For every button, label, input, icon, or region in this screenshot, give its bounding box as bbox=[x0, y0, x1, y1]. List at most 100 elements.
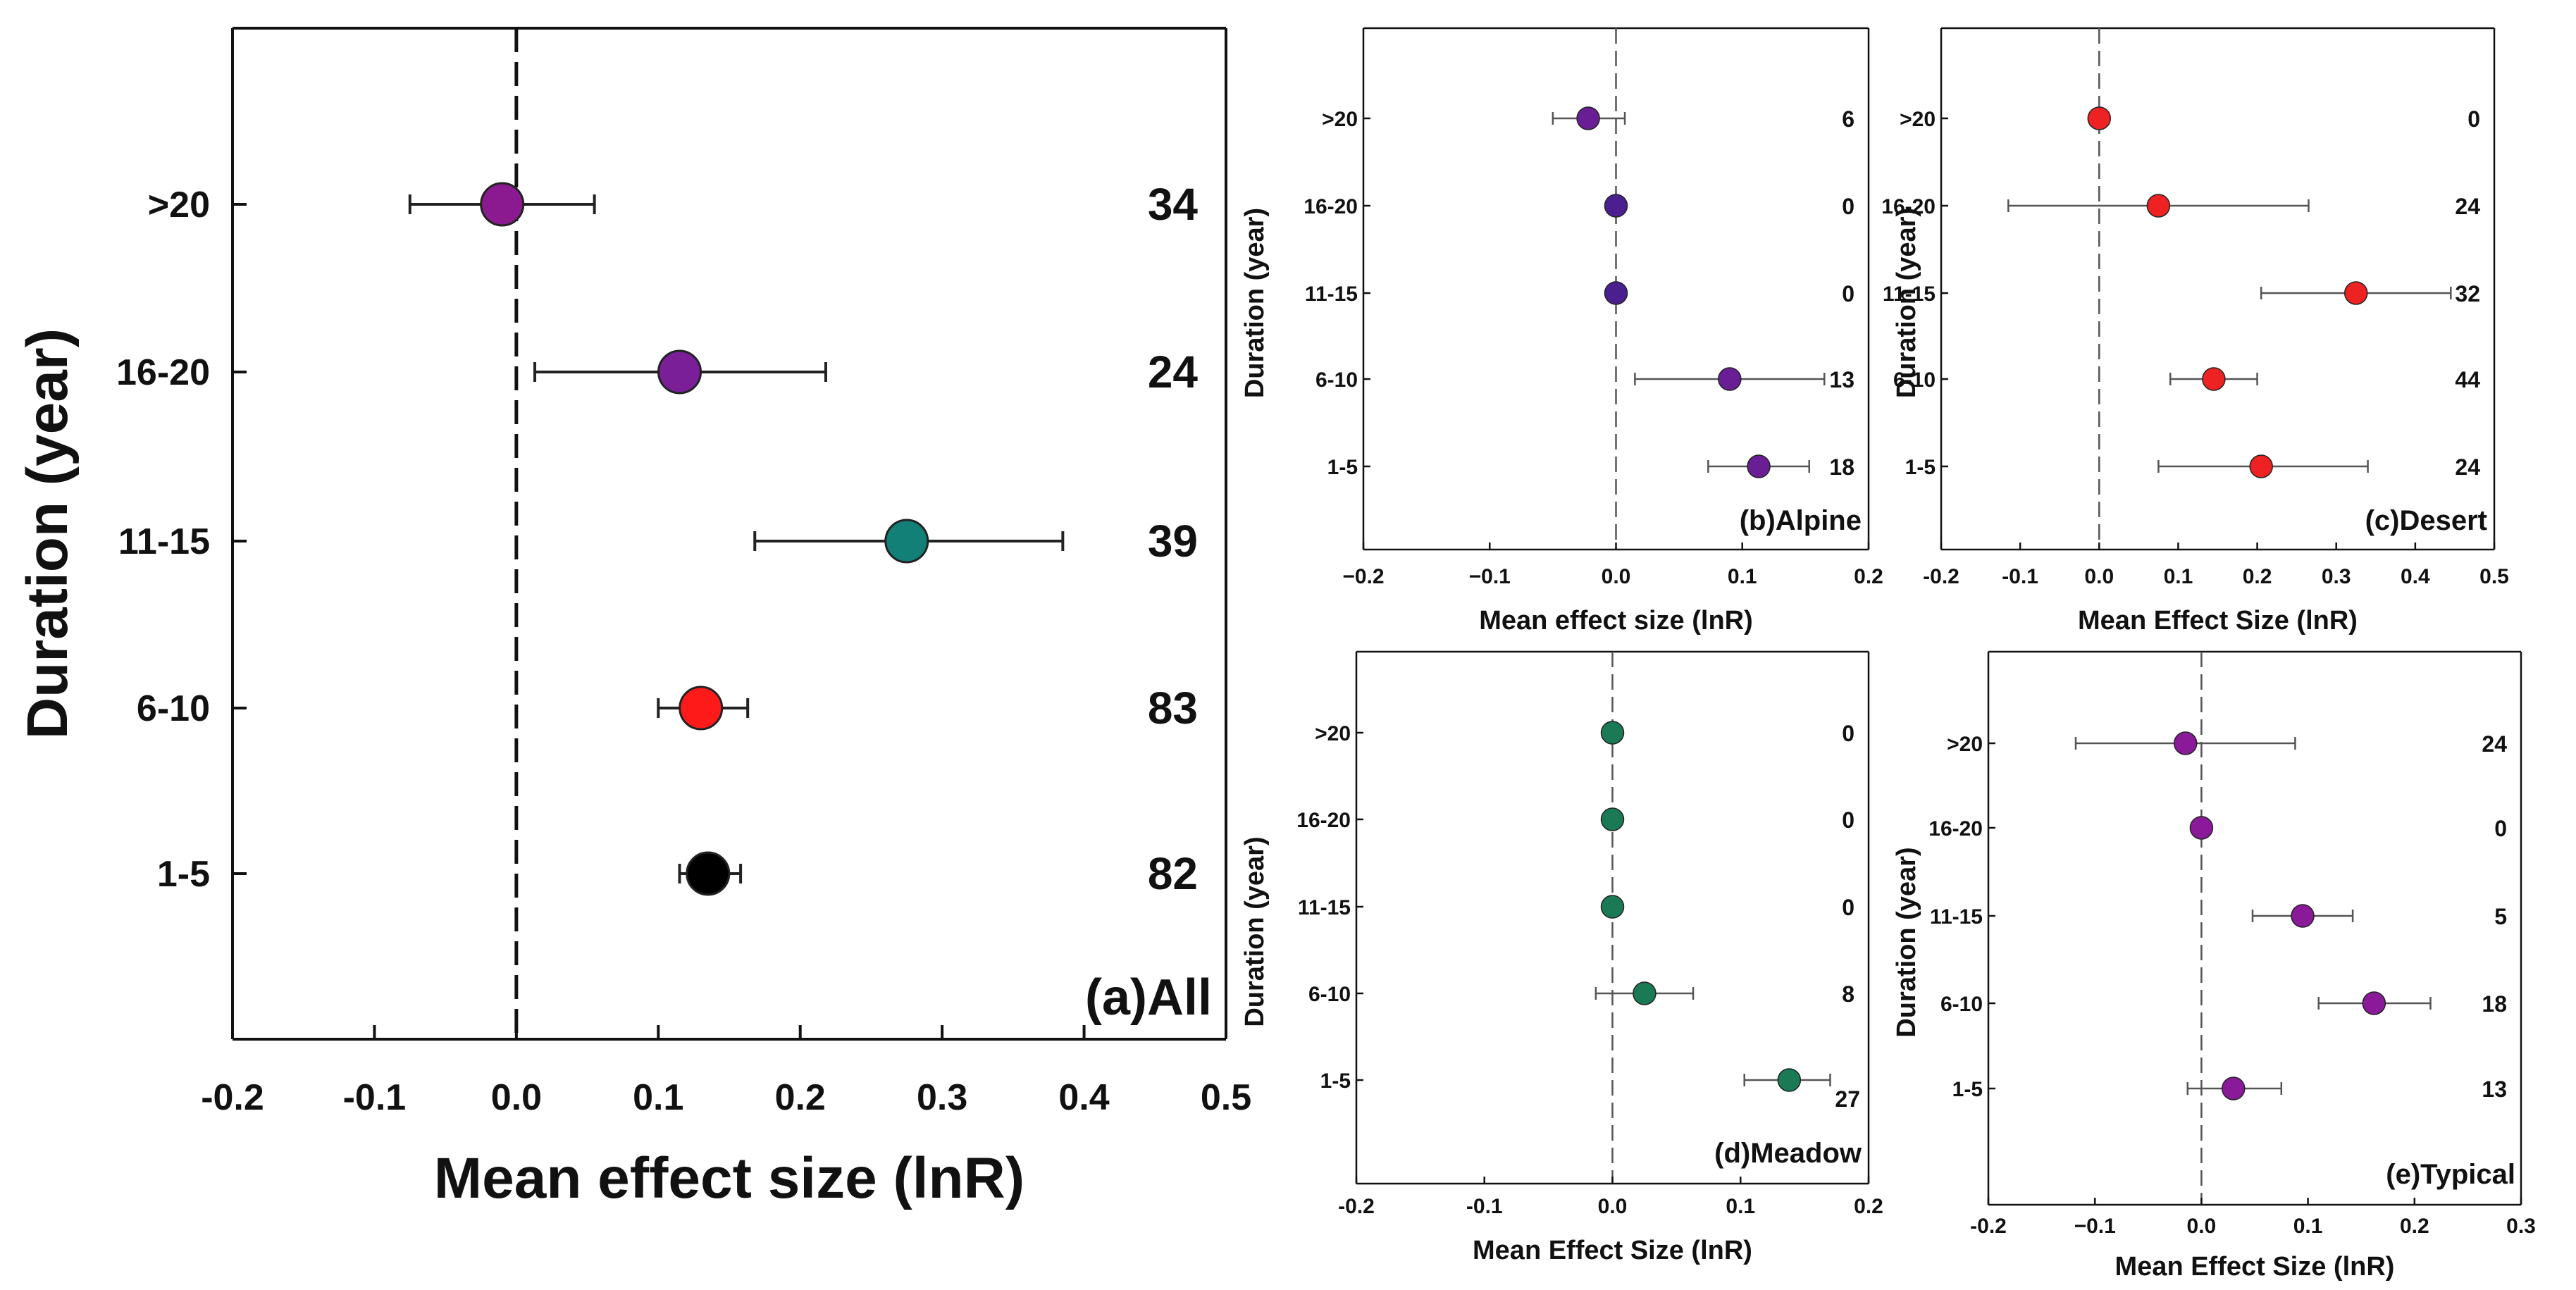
category-label: >20 bbox=[1315, 722, 1351, 745]
category-label: 6-10 bbox=[1308, 983, 1351, 1006]
x-tick-label: -0.2 bbox=[201, 1077, 264, 1118]
sample-size-label: 82 bbox=[1148, 848, 1198, 899]
x-tick-label: 0.0 bbox=[1598, 1195, 1628, 1218]
panel-a: -0.2 -0.1 0.0 0.1 0.2 0.3 0.4 0.5 Mean effect si… bbox=[16, 27, 1251, 1210]
mean-point bbox=[480, 182, 525, 227]
mean-point bbox=[1600, 895, 1625, 919]
mean-point bbox=[1747, 454, 1771, 478]
sample-size-label: 27 bbox=[1835, 1086, 1860, 1112]
mean-point bbox=[1576, 106, 1600, 130]
category-label: 6-10 bbox=[1940, 993, 1983, 1016]
sample-size-label: 0 bbox=[1842, 721, 1854, 746]
x-tick-label: 0.2 bbox=[2400, 1215, 2429, 1238]
panel-e: -0.2 −0.1 0.0 0.1 0.2 0.3 Mean Effect Size (ln… bbox=[1892, 650, 2536, 1282]
mean-point bbox=[1600, 807, 1625, 831]
x-tick-label: 0.5 bbox=[1201, 1077, 1251, 1118]
sample-size-label: 39 bbox=[1148, 516, 1198, 566]
mean-point bbox=[2087, 106, 2112, 130]
category-label: 16-20 bbox=[1304, 195, 1358, 218]
x-tick-label: 0.0 bbox=[2187, 1215, 2217, 1238]
sample-size-label: 24 bbox=[2455, 194, 2480, 219]
category-label: >20 bbox=[1947, 733, 1983, 756]
mean-point bbox=[1777, 1068, 1802, 1092]
category-label: 6-10 bbox=[1315, 368, 1358, 392]
category-label: 11-15 bbox=[1883, 283, 1936, 306]
x-tick-label: 0.2 bbox=[2243, 565, 2272, 588]
panel-c: -0.2 -0.1 0.0 0.1 0.2 0.3 0.4 0.5 Mean Effect Si… bbox=[1881, 27, 2509, 635]
x-tick-label: -0.2 bbox=[1970, 1215, 2007, 1238]
y-axis-title: Duration (year) bbox=[16, 328, 80, 739]
panel-label: (d)Meadow bbox=[1714, 1138, 1862, 1169]
sample-size-label: 8 bbox=[1842, 981, 1854, 1007]
x-axis-title: Mean Effect Size (lnR) bbox=[2078, 606, 2358, 635]
category-label: 16-20 bbox=[1928, 817, 1983, 841]
sample-size-label: 18 bbox=[1829, 454, 1854, 480]
y-axis-title: Duration (year) bbox=[1240, 836, 1270, 1027]
category-label: 11-15 bbox=[1930, 905, 1983, 929]
panel-label: (b)Alpine bbox=[1740, 505, 1862, 536]
x-tick-label: 0.3 bbox=[2506, 1215, 2536, 1238]
x-tick-label: 0.1 bbox=[2164, 565, 2193, 588]
x-tick-label: 0.4 bbox=[1058, 1077, 1109, 1118]
x-tick-label: −0.1 bbox=[2074, 1215, 2116, 1238]
sample-size-label: 32 bbox=[2455, 281, 2480, 306]
category-label: 6-10 bbox=[1893, 368, 1936, 392]
mean-point bbox=[1604, 194, 1628, 218]
x-tick-label: 0.5 bbox=[2479, 565, 2509, 588]
x-tick-label: -0.1 bbox=[343, 1077, 407, 1118]
x-tick-label: 0.2 bbox=[1854, 1195, 1883, 1218]
category-label: 16-20 bbox=[116, 352, 210, 393]
sample-size-label: 44 bbox=[2455, 367, 2480, 392]
category-label: 1-5 bbox=[1320, 1069, 1351, 1093]
x-tick-label: 0.4 bbox=[2401, 565, 2430, 588]
panel-label: (a)All bbox=[1085, 969, 1212, 1026]
category-label: 1-5 bbox=[1952, 1078, 1983, 1101]
sample-size-label: 0 bbox=[1842, 194, 1854, 219]
x-tick-label: -0.1 bbox=[2002, 565, 2038, 588]
category-label: 1-5 bbox=[157, 854, 210, 895]
mean-point bbox=[657, 349, 702, 395]
x-tick-label: 0.3 bbox=[2322, 565, 2351, 588]
sample-size-label: 24 bbox=[2482, 731, 2507, 757]
mean-point bbox=[1718, 367, 1742, 391]
x-tick-label: 0.2 bbox=[775, 1077, 826, 1118]
category-label: >20 bbox=[1900, 108, 1936, 131]
x-tick-label: 0.3 bbox=[917, 1077, 967, 1118]
x-tick-label: 0.1 bbox=[2293, 1215, 2323, 1238]
x-axis-title: Mean Effect Size (lnR) bbox=[1473, 1236, 1752, 1265]
x-tick-label: 0.2 bbox=[1854, 565, 1883, 588]
mean-point bbox=[2146, 194, 2171, 218]
mean-point bbox=[1633, 981, 1657, 1005]
category-label: 11-15 bbox=[118, 521, 210, 562]
mean-point bbox=[2291, 904, 2315, 928]
panel-d: -0.2 -0.1 0.0 0.1 0.2 Mean Effect Size (lnR) D… bbox=[1240, 650, 1883, 1265]
x-tick-label: −0.2 bbox=[1342, 565, 1384, 588]
sample-size-label: 6 bbox=[1842, 106, 1854, 132]
sample-size-label: 0 bbox=[1842, 807, 1854, 833]
x-tick-label: 0.0 bbox=[2084, 565, 2114, 588]
x-tick-label: 0.1 bbox=[1726, 1195, 1755, 1218]
x-tick-label: −0.1 bbox=[1469, 565, 1511, 588]
x-tick-label: 0.0 bbox=[1602, 565, 1631, 588]
sample-size-label: 0 bbox=[2494, 816, 2507, 841]
category-label: 11-15 bbox=[1298, 896, 1351, 919]
category-label: 16-20 bbox=[1296, 809, 1351, 832]
mean-point bbox=[1604, 281, 1628, 305]
sample-size-label: 5 bbox=[2494, 904, 2507, 929]
sample-size-label: 0 bbox=[1842, 281, 1854, 306]
category-label: 16-20 bbox=[1881, 195, 1936, 218]
panel-label: (e)Typical bbox=[2386, 1159, 2515, 1190]
mean-point bbox=[2362, 991, 2386, 1015]
y-axis-title: Duration (year) bbox=[1240, 208, 1270, 398]
mean-point bbox=[2173, 731, 2198, 755]
panel-b: −0.2 −0.1 0.0 0.1 0.2 Mean effect size (lnR) D… bbox=[1240, 27, 1883, 635]
x-tick-label: 0.1 bbox=[633, 1077, 683, 1118]
mean-point bbox=[884, 519, 929, 564]
category-label: 11-15 bbox=[1305, 283, 1358, 306]
sample-size-label: 0 bbox=[1842, 895, 1854, 920]
category-label: 6-10 bbox=[137, 688, 210, 729]
sample-size-label: 83 bbox=[1148, 683, 1198, 733]
x-axis-title: Mean effect size (lnR) bbox=[434, 1146, 1024, 1210]
x-tick-label: 0.1 bbox=[1728, 565, 1757, 588]
